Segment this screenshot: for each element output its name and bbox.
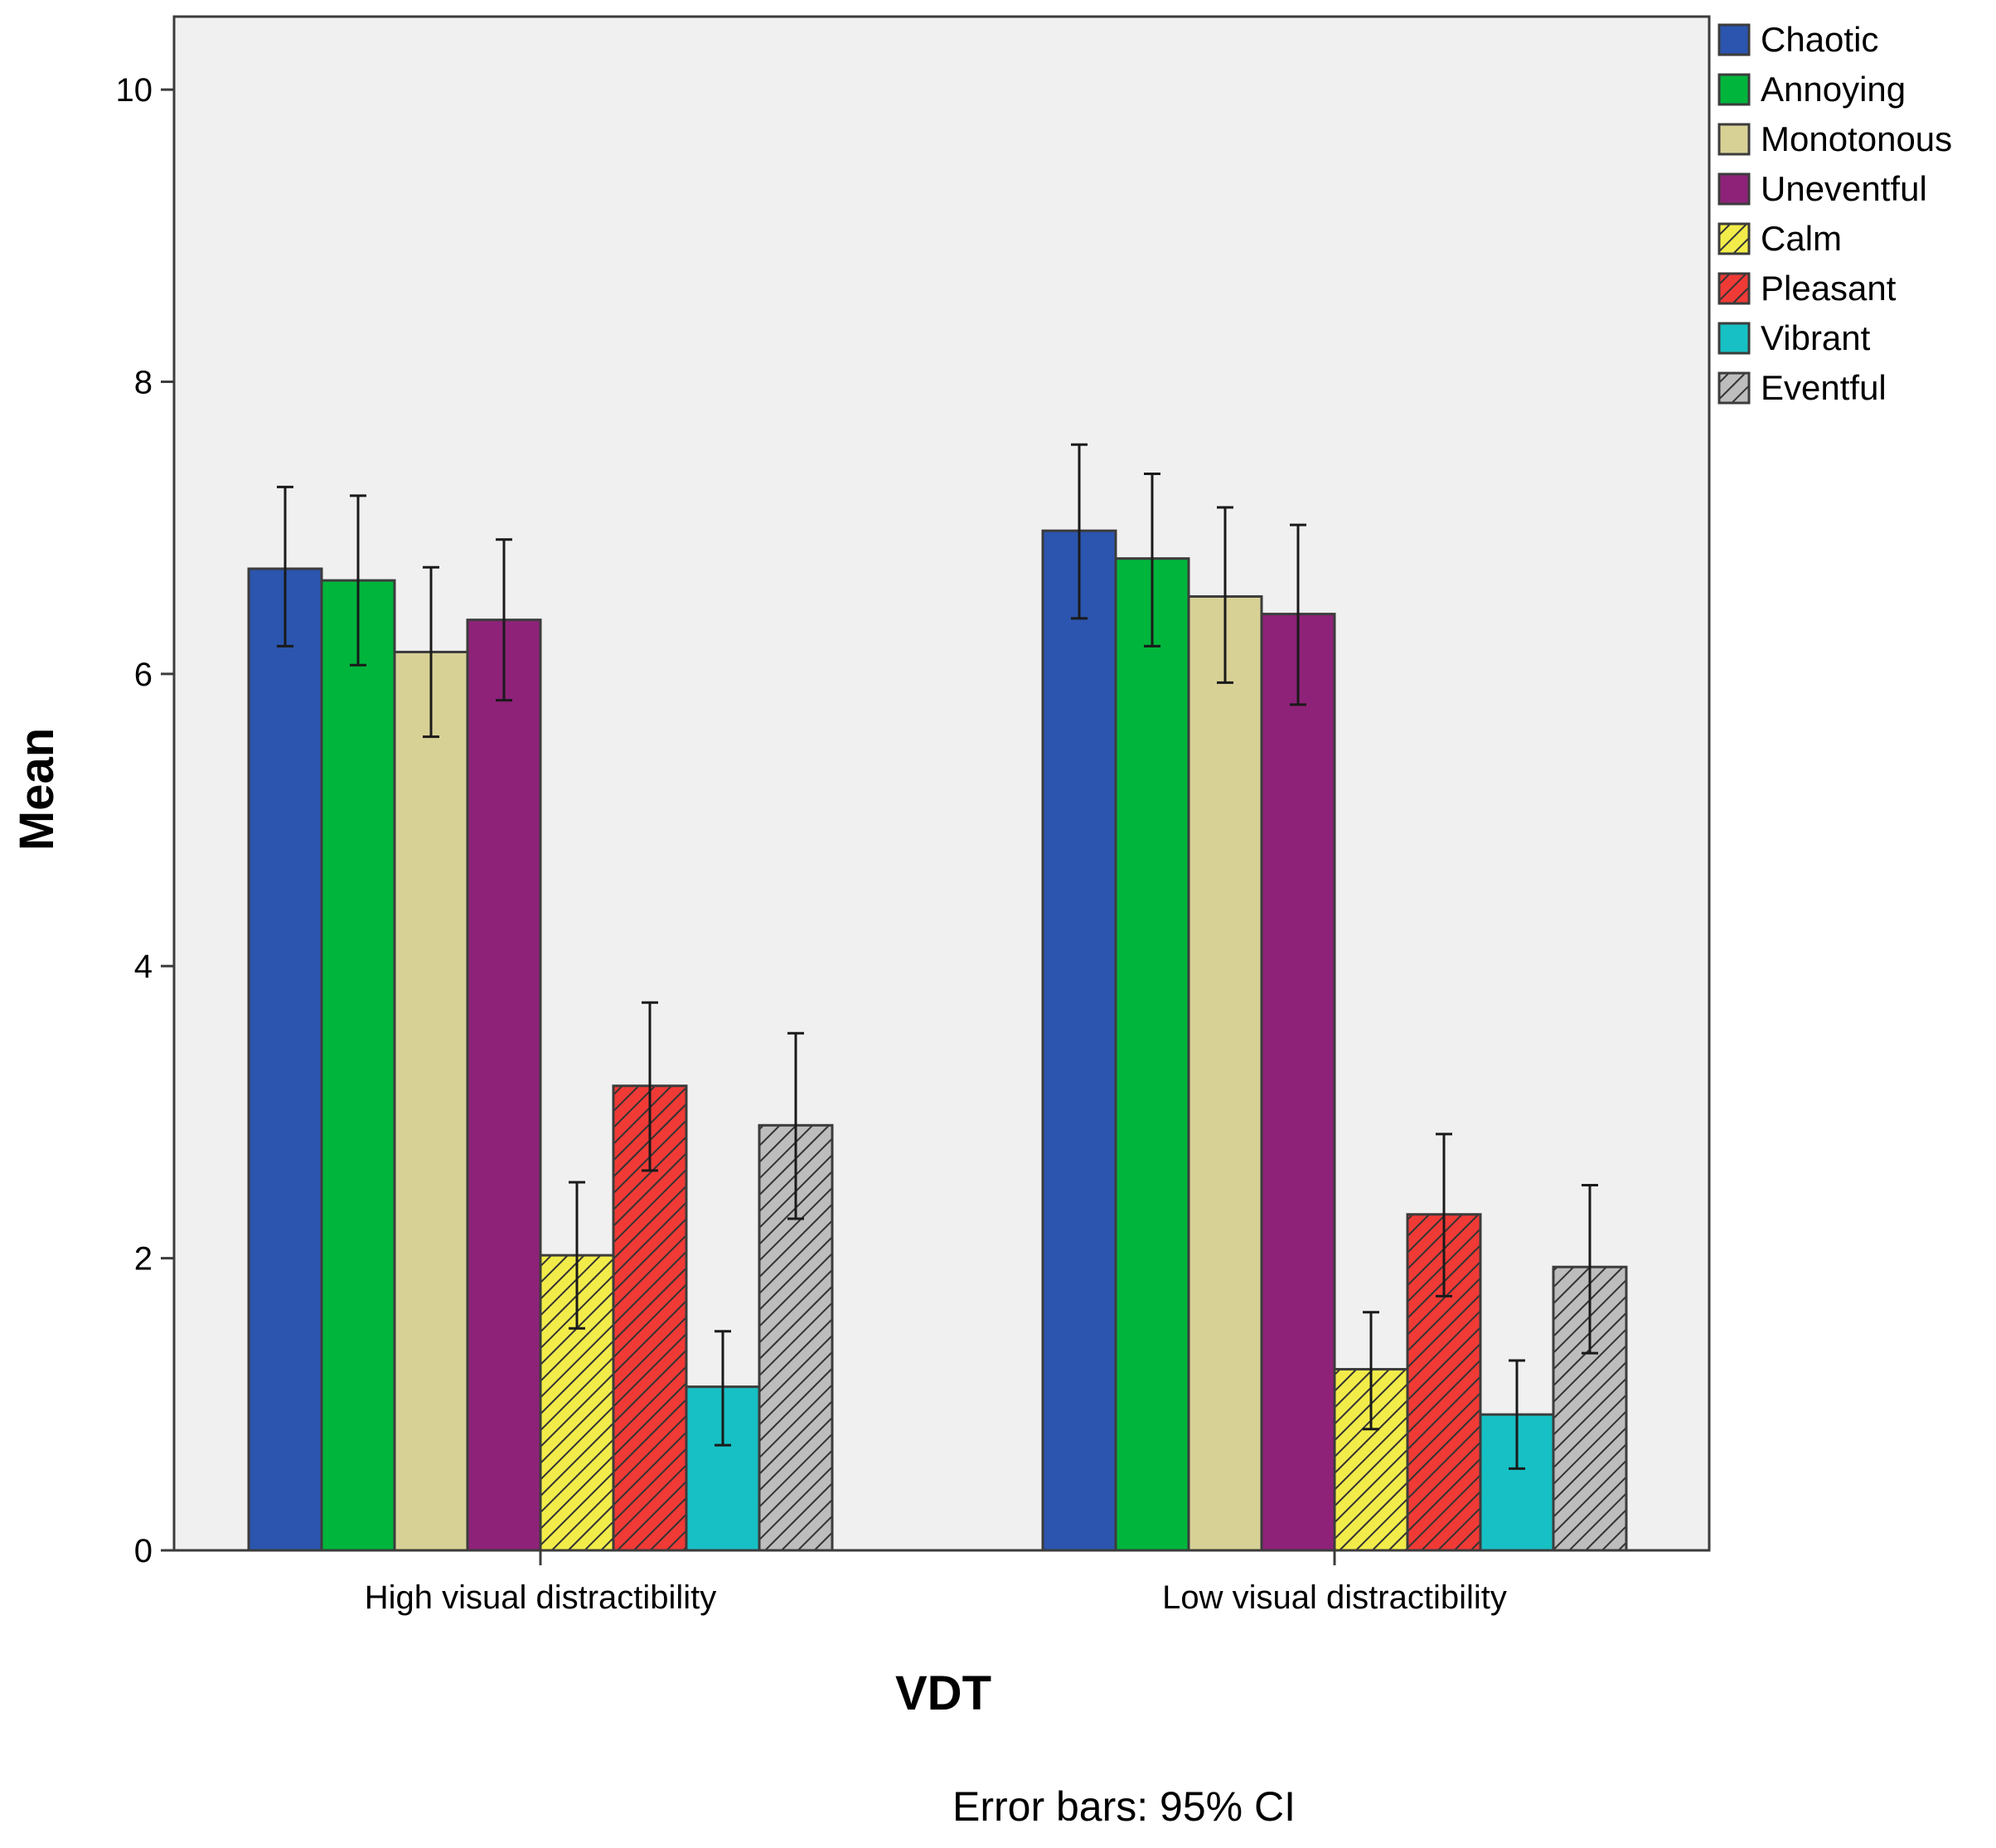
legend-item-calm: Calm [1717, 219, 1842, 258]
legend-item-annoying: Annoying [1717, 70, 1906, 109]
y-tick-label: 2 [134, 1241, 153, 1278]
legend-label: Monotonous [1761, 119, 1952, 158]
x-category-label: High visual distractibility [365, 1579, 717, 1616]
error-bar-uneventful-high [496, 538, 512, 702]
legend-label: Chaotic [1761, 20, 1878, 59]
error-bar-pleasant-high [642, 1001, 658, 1172]
legend-label: Eventful [1761, 368, 1887, 407]
error-bar-eventful-high [787, 1031, 804, 1220]
error-bar-monotonous-high [423, 565, 439, 739]
error-bar-pleasant-low [1436, 1133, 1452, 1297]
legend-swatch [1717, 272, 1751, 305]
error-bars-layer [277, 443, 1598, 1470]
legend-item-chaotic: Chaotic [1717, 20, 1878, 59]
legend-item-monotonous: Monotonous [1717, 119, 1952, 158]
bar-chaotic-low [1041, 529, 1117, 1552]
legend-label: Calm [1761, 219, 1842, 258]
y-tick-label: 4 [134, 948, 153, 985]
error-bar-annoying-high [350, 494, 366, 667]
legend-label: Vibrant [1761, 318, 1871, 357]
bar-annoying-low [1114, 557, 1190, 1552]
bar-monotonous-low [1187, 594, 1263, 1552]
legend-swatch [1717, 172, 1751, 206]
error-bar-calm-low [1363, 1311, 1379, 1431]
legend-swatch [1717, 123, 1751, 156]
error-bar-uneventful-low [1290, 523, 1306, 706]
legend: Chaotic Annoying Monotonous Uneventful Calm P… [1717, 20, 1952, 407]
error-bar-monotonous-low [1217, 506, 1233, 684]
x-axis-title: VDT [895, 1666, 991, 1720]
legend-swatch [1717, 371, 1751, 405]
error-bar-eventful-low [1582, 1184, 1598, 1355]
legend-label: Uneventful [1761, 169, 1927, 208]
bar-chaotic-high [247, 567, 323, 1552]
legend-swatch [1717, 222, 1751, 255]
x-category-label: Low visual distractibility [1162, 1579, 1507, 1616]
legend-item-eventful: Eventful [1717, 368, 1887, 407]
axes-layer: 0 2 4 6 8 10 High visual distractibility Low vi… [116, 72, 1507, 1616]
y-tick-label: 6 [134, 657, 153, 693]
legend-swatch [1717, 23, 1751, 56]
error-bar-chaotic-high [277, 485, 293, 648]
error-bar-vibrant-high [715, 1330, 731, 1447]
error-bar-annoying-low [1144, 472, 1160, 648]
legend-item-pleasant: Pleasant [1717, 269, 1897, 308]
bar-annoying-high [320, 579, 396, 1552]
y-tick-label: 0 [134, 1533, 153, 1569]
error-bar-vibrant-low [1509, 1359, 1525, 1470]
y-axis-title: Mean [10, 728, 64, 851]
legend-swatch [1717, 73, 1751, 106]
y-tick-label: 10 [116, 72, 153, 109]
error-bars-footnote: Error bars: 95% CI [952, 1783, 1296, 1830]
y-tick-label: 8 [134, 364, 153, 400]
bar-eventful-low [1552, 1265, 1628, 1552]
legend-label: Annoying [1761, 70, 1906, 109]
legend-item-uneventful: Uneventful [1717, 169, 1927, 208]
legend-swatch [1717, 322, 1751, 355]
bar-uneventful-high [466, 618, 542, 1552]
legend-label: Pleasant [1761, 269, 1897, 308]
bar-eventful-high [758, 1123, 834, 1552]
error-bar-calm-high [569, 1181, 585, 1330]
bar-monotonous-high [393, 650, 469, 1552]
legend-item-vibrant: Vibrant [1717, 318, 1871, 357]
error-bar-chaotic-low [1071, 443, 1088, 620]
bar-uneventful-low [1260, 613, 1336, 1552]
